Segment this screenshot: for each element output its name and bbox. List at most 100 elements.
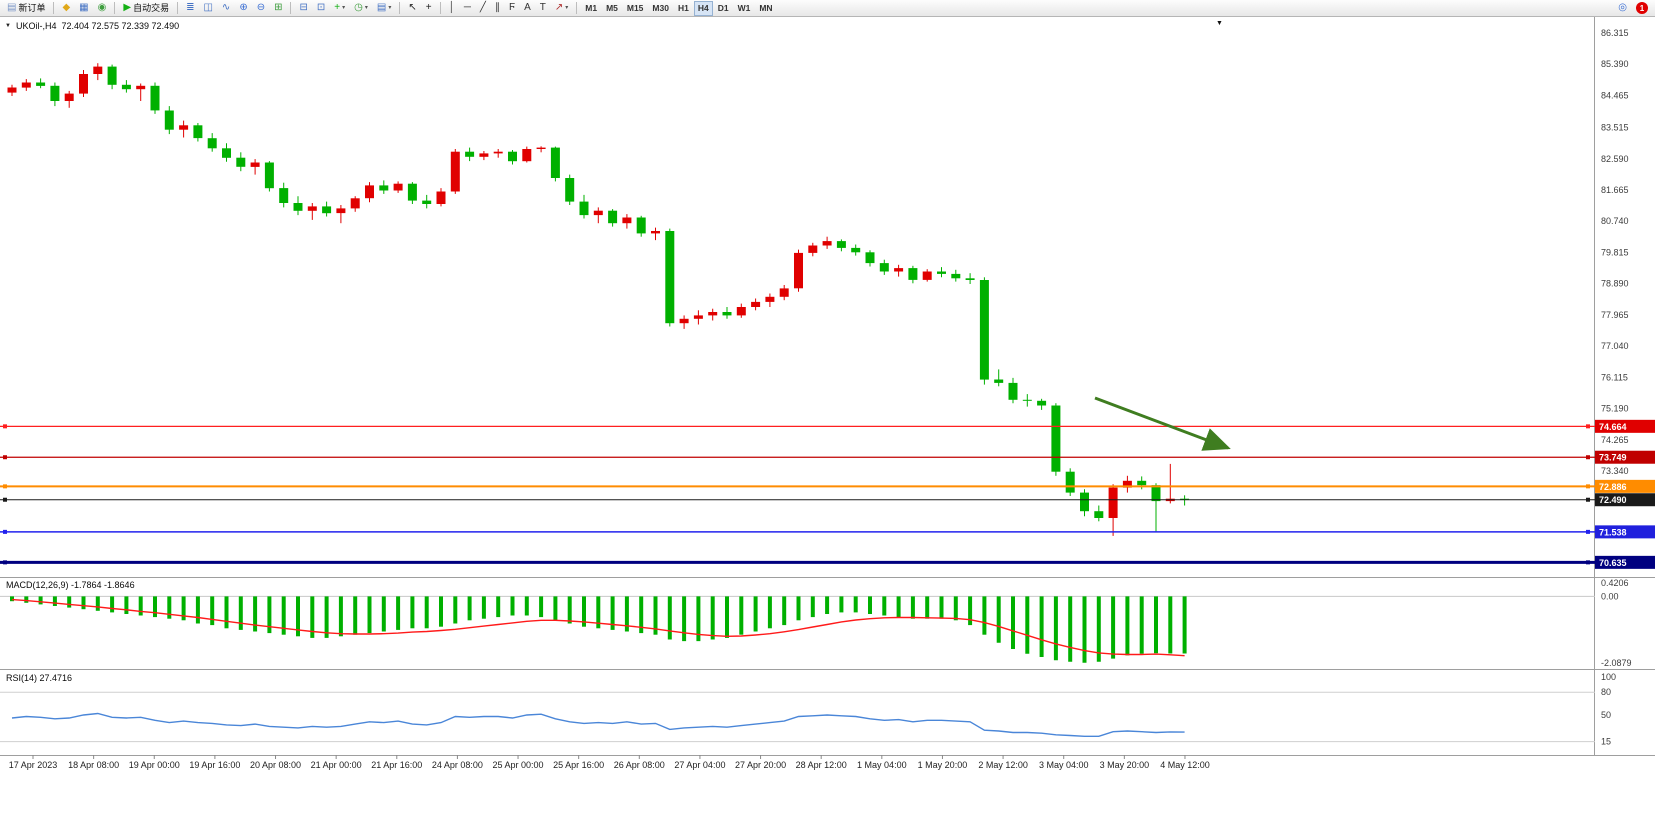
autotrade-button[interactable]: ▶ 自动交易 <box>119 1 173 16</box>
main-toolbar: ▤ 新订单 ◆ ▦ ◉ ▶ 自动交易 ≣ ◫ ∿ ⊕ ⊖ ⊞ ⊟ ⊡ + ▾ ◷ ▾ ▤ ▾ ↖ + │ ─ ╱ ∥ Ϝ A T ↗ ▾ M1 M… <box>0 0 1655 17</box>
tile-windows-icon-glyph: ⊞ <box>274 2 283 13</box>
market-watch-icon[interactable]: ▦ <box>75 1 92 16</box>
hline-74.664[interactable]: 74.664 <box>0 419 1655 433</box>
svg-text:74.265: 74.265 <box>1601 435 1629 445</box>
chart-window-icon[interactable]: ◆ <box>58 1 74 16</box>
price-badge-72.886 <box>1595 479 1655 493</box>
one-click-trading-arrow[interactable]: ▼ <box>5 23 11 29</box>
toolbar-separator <box>399 2 401 14</box>
hline-72.490[interactable]: 72.490 <box>0 493 1655 507</box>
horizontal-line-tool-icon[interactable]: ─ <box>460 1 475 16</box>
timeframe-d1-button[interactable]: D1 <box>714 1 733 16</box>
rsi-pane: 100 80 50 15 <box>0 672 1616 747</box>
navigator-icon[interactable]: ◉ <box>94 1 111 16</box>
svg-text:77.965: 77.965 <box>1601 310 1629 320</box>
arrange-charts-icon-glyph: ⊟ <box>299 2 308 13</box>
autotrade-button-glyph: ▶ <box>123 2 132 13</box>
add-indicator-button-glyph: + <box>334 2 341 13</box>
svg-text:21 Apr 00:00: 21 Apr 00:00 <box>311 760 362 770</box>
candlestick-mode-icon[interactable]: ◫ <box>199 1 216 16</box>
cursor-tool-icon[interactable]: ↖ <box>404 1 420 16</box>
hline-73.749[interactable]: 73.749 <box>0 450 1655 464</box>
time-axis: 17 Apr 2023 18 Apr 08:00 19 Apr 00:00 19 Ap… <box>9 755 1210 770</box>
period-menu-button[interactable]: ◷ ▾ <box>350 1 372 16</box>
channel-tool-icon[interactable]: ∥ <box>491 1 504 16</box>
hline-70.635[interactable]: 70.635 <box>0 555 1655 569</box>
crosshair-tool-icon[interactable]: + <box>422 1 436 16</box>
timeframe-m30-button[interactable]: M30 <box>648 1 673 16</box>
svg-text:50: 50 <box>1601 710 1611 720</box>
zoom-in-icon[interactable]: ⊕ <box>235 1 251 16</box>
fibonacci-tool-icon-glyph: Ϝ <box>508 2 516 13</box>
add-indicator-button[interactable]: + ▾ <box>330 1 349 16</box>
svg-text:77.040: 77.040 <box>1601 341 1629 351</box>
bar-chart-mode-icon[interactable]: ≣ <box>182 1 198 16</box>
price-badge-70.635 <box>1595 555 1655 569</box>
svg-text:1 May 04:00: 1 May 04:00 <box>857 760 907 770</box>
price-badge-text: 72.886 <box>1599 482 1627 492</box>
svg-text:1 May 20:00: 1 May 20:00 <box>918 760 968 770</box>
text-tool-icon-glyph: A <box>524 2 531 13</box>
svg-text:85.390: 85.390 <box>1601 59 1629 69</box>
trend-arrow-annotation[interactable] <box>1094 396 1231 451</box>
notification-count-badge[interactable]: 1 <box>1636 2 1648 14</box>
new-order-button[interactable]: ▤ 新订单 <box>3 1 49 16</box>
svg-text:100: 100 <box>1601 672 1616 682</box>
svg-text:25 Apr 00:00: 25 Apr 00:00 <box>493 760 544 770</box>
label-tool-icon[interactable]: T <box>536 1 550 16</box>
toolbar-separator <box>177 2 179 14</box>
timeframe-w1-button[interactable]: W1 <box>734 1 755 16</box>
line-chart-mode-icon[interactable]: ∿ <box>218 1 234 16</box>
timeframe-mn-button[interactable]: MN <box>755 1 776 16</box>
timeframe-h4-button[interactable]: H4 <box>693 0 713 16</box>
macd-pane: 0.4206 0.00 -2.0879 <box>0 578 1632 668</box>
svg-text:19 Apr 16:00: 19 Apr 16:00 <box>189 760 240 770</box>
timeframe-h1-button[interactable]: H1 <box>674 1 693 16</box>
vertical-line-tool-icon[interactable]: │ <box>445 1 459 16</box>
vertical-line-tool-icon-glyph: │ <box>448 2 455 13</box>
svg-text:-2.0879: -2.0879 <box>1601 658 1632 668</box>
chart-title: ▼ UKOil-,H4 72.404 72.575 72.339 72.490 <box>5 21 179 31</box>
svg-text:15: 15 <box>1601 737 1611 747</box>
rsi-line <box>11 712 1185 737</box>
svg-text:76.115: 76.115 <box>1601 372 1628 382</box>
template-menu-button-glyph: ▤ <box>376 2 387 13</box>
price-badge-72.490 <box>1595 493 1655 507</box>
timeframe-m1-button[interactable]: M1 <box>581 1 601 16</box>
price-badge-74.664 <box>1595 419 1655 433</box>
channel-tool-icon-glyph: ∥ <box>494 2 500 13</box>
svg-text:73.340: 73.340 <box>1601 466 1629 476</box>
cascade-charts-icon[interactable]: ⊡ <box>313 1 329 16</box>
zoom-out-icon[interactable]: ⊖ <box>253 1 269 16</box>
arrows-tool-button[interactable]: ↗ ▾ <box>551 1 572 16</box>
candles-layer <box>7 63 1190 536</box>
hline-71.538[interactable]: 71.538 <box>0 525 1655 539</box>
timeframe-m5-button[interactable]: M5 <box>602 1 622 16</box>
timeframe-m15-button[interactable]: M15 <box>623 1 648 16</box>
add-indicator-button-caret-icon: ▾ <box>342 5 346 11</box>
navigator-icon-glyph: ◉ <box>97 2 107 13</box>
svg-text:80.740: 80.740 <box>1601 216 1629 226</box>
chart-ohlc-values: 72.404 72.575 72.339 72.490 <box>61 21 180 31</box>
price-chart-canvas[interactable]: 74.664 73.749 72.886 72.490 71.538 70.635 86.3… <box>0 17 1655 823</box>
trendline-tool-icon[interactable]: ╱ <box>476 1 490 16</box>
search-icon[interactable]: ◎ <box>1614 1 1631 16</box>
arrange-charts-icon[interactable]: ⊟ <box>295 1 311 16</box>
pane-borders <box>0 17 1655 756</box>
hline-72.886[interactable]: 72.886 <box>0 479 1655 493</box>
cursor-tool-icon-glyph: ↖ <box>408 2 417 13</box>
svg-text:25 Apr 16:00: 25 Apr 16:00 <box>553 760 604 770</box>
template-menu-button[interactable]: ▤ ▾ <box>373 1 395 16</box>
svg-text:27 Apr 04:00: 27 Apr 04:00 <box>674 760 725 770</box>
fibonacci-tool-icon[interactable]: Ϝ <box>505 1 519 16</box>
svg-text:3 May 04:00: 3 May 04:00 <box>1039 760 1089 770</box>
chart-dropdown-arrow[interactable]: ▼ <box>1216 20 1223 27</box>
arrows-tool-button-caret-icon: ▾ <box>565 5 569 11</box>
timeframe-d1-button-label: D1 <box>717 2 729 13</box>
text-tool-icon[interactable]: A <box>520 1 535 16</box>
svg-text:18 Apr 08:00: 18 Apr 08:00 <box>68 760 119 770</box>
tile-windows-icon[interactable]: ⊞ <box>270 1 286 16</box>
search-icon-glyph: ◎ <box>1618 2 1627 13</box>
toolbar-separator <box>576 2 578 14</box>
